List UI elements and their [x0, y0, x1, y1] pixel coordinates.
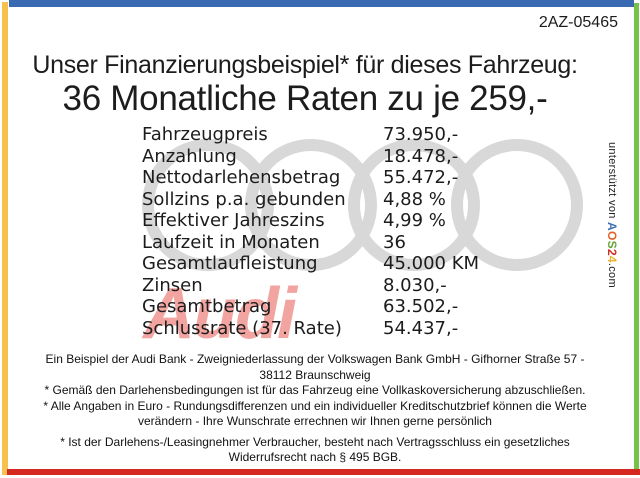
row-label: Zinsen	[142, 274, 203, 296]
title-line2: 36 Monatliche Raten zu je 259,-	[62, 79, 548, 118]
disclaimer-line: * Gemäß den Darlehensbedingungen ist für…	[44, 383, 586, 397]
withdrawal-right-note: * Ist der Darlehens-/Leasingnehmer Verbr…	[20, 435, 610, 466]
table-row: Fahrzeugpreis 73.950,-	[142, 124, 542, 146]
frame-bar-top	[9, 0, 634, 7]
disclaimer-line: Ein Beispiel der Audi Bank - Zweignieder…	[45, 352, 585, 366]
sponsor-prefix: unterstützt von	[606, 142, 618, 223]
row-label: Sollzins p.a. gebunden	[142, 188, 346, 210]
insurance-note: * Gemäß den Darlehensbedingungen ist für…	[20, 383, 610, 399]
row-value: 55.472,-	[383, 167, 459, 188]
disclaimer-line: * Alle Angaben in Euro - Rundungsdiffere…	[43, 398, 587, 413]
table-row: Gesamtbetrag 63.502,-	[142, 296, 542, 318]
disclaimer-line: Widerrufsrecht nach § 495 BGB.	[228, 450, 402, 464]
frame-bar-left	[2, 2, 8, 475]
table-row: Sollzins p.a. gebunden 4,88 %	[142, 189, 542, 211]
audi-ring-2	[245, 139, 377, 271]
disclaimer-line: 38112 Braunschweig	[259, 367, 371, 382]
frame-bar-bottom	[7, 469, 640, 475]
audi-ring-1	[142, 139, 274, 271]
aos24-logo: AOS24	[605, 222, 619, 263]
row-label: Anzahlung	[142, 145, 237, 167]
aos24-letter: 2	[605, 248, 619, 256]
row-label: Effektiver Jahreszins	[142, 210, 325, 231]
row-value: 8.030,-	[383, 274, 447, 296]
row-label: Gesamtlaufleistung	[142, 253, 318, 274]
row-label: Fahrzeugpreis	[142, 124, 268, 145]
audi-ring-4	[451, 139, 583, 271]
row-label: Gesamtbetrag	[142, 296, 272, 317]
row-label: Nettodarlehensbetrag	[142, 167, 341, 188]
table-row: Anzahlung 18.478,-	[142, 146, 542, 168]
frame-bar-right	[634, 3, 639, 469]
row-value: 63.502,-	[383, 296, 459, 317]
disclaimer-line: verändern - Ihre Wunschrate errechnen wi…	[138, 414, 492, 428]
table-row: Schlussrate (37. Rate) 54.437,-	[142, 318, 542, 340]
document-id: 2AZ-05465	[538, 14, 618, 31]
sponsor-strip: unterstützt von AOS24.com	[605, 142, 619, 288]
sponsor-suffix: .com	[606, 262, 618, 288]
title-line1: Unser Finanzierungsbeispiel* für dieses …	[32, 51, 578, 79]
euro-rounding-note: * Alle Angaben in Euro - Rundungsdiffere…	[20, 399, 610, 430]
row-value: 36	[383, 231, 406, 253]
row-value: 73.950,-	[383, 124, 459, 145]
table-row: Gesamtlaufleistung 45.000 KM	[142, 253, 542, 275]
aos24-letter: A	[605, 222, 619, 231]
table-row: Laufzeit in Monaten 36	[142, 232, 542, 254]
audi-brand-watermark: Audi	[143, 274, 297, 354]
row-value: 45.000 KM	[383, 253, 480, 274]
row-label: Schlussrate (37. Rate)	[142, 317, 342, 339]
row-label: Laufzeit in Monaten	[142, 231, 320, 253]
row-value: 54.437,-	[383, 317, 459, 339]
table-row: Effektiver Jahreszins 4,99 %	[142, 210, 542, 232]
table-row: Nettodarlehensbetrag 55.472,-	[142, 167, 542, 189]
row-value: 4,99 %	[383, 210, 446, 231]
aos24-letter: O	[605, 230, 619, 241]
table-row: Zinsen 8.030,-	[142, 275, 542, 297]
finance-table: Fahrzeugpreis 73.950,- Anzahlung 18.478,…	[142, 124, 542, 339]
row-value: 4,88 %	[383, 188, 446, 210]
row-value: 18.478,-	[383, 145, 459, 167]
audi-ring-3	[348, 139, 480, 271]
bank-address-note: Ein Beispiel der Audi Bank - Zweignieder…	[20, 352, 610, 383]
disclaimer-line: * Ist der Darlehens-/Leasingnehmer Verbr…	[60, 434, 570, 449]
aos24-letter: S	[605, 240, 619, 249]
footer-disclaimer: Ein Beispiel der Audi Bank - Zweignieder…	[20, 352, 610, 466]
aos24-letter: 4	[605, 255, 619, 263]
